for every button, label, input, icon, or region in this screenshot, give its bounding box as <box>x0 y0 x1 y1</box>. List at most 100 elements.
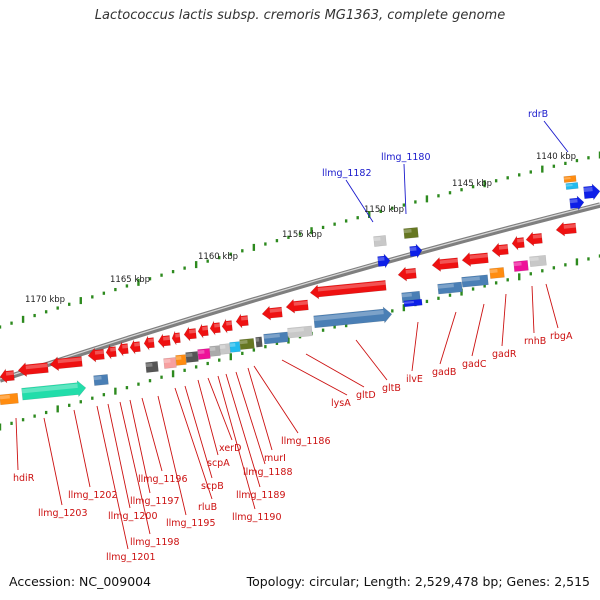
gene-upper-23-shape <box>525 231 543 247</box>
gene-upper-22 <box>511 235 525 251</box>
lower-leader <box>501 293 507 347</box>
lower-leader <box>225 373 261 488</box>
gene-llmg-1180-arrow-gloss <box>409 246 417 252</box>
scale-tick <box>575 158 579 163</box>
scale-tick <box>333 222 336 226</box>
gene-upper-18 <box>397 266 417 282</box>
gene-lower-0-gloss <box>0 394 10 400</box>
inner-tick <box>102 393 106 397</box>
gene-llmg-1182-box-shape <box>373 235 387 247</box>
gene-lower-21-shape <box>513 260 529 272</box>
scale-tick <box>356 216 359 220</box>
gene-upper-15 <box>261 305 283 321</box>
lower-gene-label: gltB <box>382 383 401 394</box>
inner-tick <box>287 336 290 344</box>
gene-upper-0 <box>0 368 15 384</box>
lower-gene-label: llmg_1200 <box>108 511 158 522</box>
scale-tick <box>298 232 302 236</box>
lower-gene-label: llmg_1202 <box>68 490 118 501</box>
gene-lower-11-gloss <box>239 339 248 345</box>
lower-gene-label: llmg_1197 <box>130 496 180 507</box>
scale-tick <box>310 227 313 235</box>
gene-lower-0 <box>0 392 19 406</box>
gene-upper-17 <box>309 279 387 300</box>
upper-leader <box>345 179 374 223</box>
gene-upper-1-gloss <box>25 363 48 370</box>
gene-upper-20-shape <box>461 251 489 267</box>
gene-lower-13-shape <box>263 331 289 345</box>
scale-tick <box>148 277 152 281</box>
inner-tick <box>252 348 256 352</box>
gene-upper-8-gloss <box>163 336 170 341</box>
inner-tick <box>229 353 232 361</box>
map-title: Lactococcus lactis subsp. cremoris MG136… <box>94 8 506 23</box>
gene-lower-19-shape <box>461 274 489 288</box>
inner-tick <box>448 293 452 297</box>
inner-tick <box>79 400 82 404</box>
inner-tick <box>529 272 532 276</box>
lower-leader <box>439 311 457 365</box>
gene-upper-11-shape <box>197 323 209 339</box>
gene-llmg-1182-arrow-shape <box>377 253 391 269</box>
lower-gene-label: gadB <box>432 367 456 378</box>
inner-tick <box>148 379 152 383</box>
gene-lower-21 <box>513 260 529 272</box>
lower-gene-label: llmg_1198 <box>130 537 180 548</box>
inner-tick <box>137 382 140 386</box>
lower-gene-label: gadR <box>492 349 517 360</box>
gene-features <box>0 175 600 406</box>
gene-upper-1 <box>17 362 49 378</box>
lower-leader <box>43 417 63 506</box>
gene-lower-22-shape <box>529 254 547 268</box>
gene-upper-19 <box>431 256 459 272</box>
scale-tick <box>275 239 279 243</box>
lower-gene-label: lysA <box>331 398 351 409</box>
gene-upper-18-shape <box>397 266 417 282</box>
gene-upper-0-shape <box>0 368 15 384</box>
lower-gene-label: llmg_1201 <box>106 552 156 563</box>
inner-tick <box>160 375 163 379</box>
scale-tick <box>379 209 382 213</box>
gene-upper-16-gloss <box>293 300 308 306</box>
gene-llmg-1180-box-gloss <box>403 228 412 234</box>
gene-lower-11-shape <box>239 338 255 350</box>
gene-upper-16-shape <box>285 298 309 314</box>
gene-lower-12-shape <box>255 336 263 348</box>
gene-lower-2-shape <box>93 374 109 386</box>
inner-tick <box>425 299 429 304</box>
gene-upper-10-gloss <box>189 329 196 334</box>
lower-leader <box>411 321 419 372</box>
gene-upper-19-gloss <box>439 258 458 264</box>
lower-gene-label: xerD <box>219 443 241 454</box>
gene-upper-12-shape <box>209 320 221 336</box>
gene-lower-18-gloss <box>437 283 454 289</box>
lower-leader <box>15 417 19 471</box>
gene-llmg-1182-box <box>373 235 387 247</box>
inner-tick <box>460 288 463 296</box>
gene-lower-2-gloss <box>93 375 102 381</box>
gene-llmg-1180-arrow <box>409 243 423 259</box>
gene-rdrB-arrow <box>569 195 585 211</box>
inner-tick <box>56 405 59 413</box>
gene-lower-5-shape <box>175 354 187 366</box>
scale-tick <box>125 284 129 288</box>
gene-upper-9 <box>171 330 181 346</box>
gene-llmg-1182-arrow-gloss <box>377 256 385 262</box>
scale-tick <box>194 261 198 269</box>
scale-tick <box>10 321 13 325</box>
upper-leader <box>543 120 569 153</box>
gene-upper-5-shape <box>117 341 129 357</box>
scale-tick <box>460 188 463 192</box>
gene-labels: rdrB llmg_1180 llmg_1182 hdiR llmg_1203 llmg_… <box>13 109 573 563</box>
gene-upper-13-shape <box>221 318 233 334</box>
lower-leader <box>129 399 151 494</box>
gene-upper-13 <box>221 318 233 334</box>
inner-tick <box>206 361 209 366</box>
inner-tick <box>471 287 475 291</box>
gene-lower-6-shape <box>185 351 199 363</box>
lower-gene-label: gltD <box>356 390 376 401</box>
inner-tick <box>587 257 590 261</box>
scale-tick <box>171 270 175 274</box>
inner-tick <box>333 325 336 329</box>
gene-lower-13-gloss <box>263 333 280 339</box>
